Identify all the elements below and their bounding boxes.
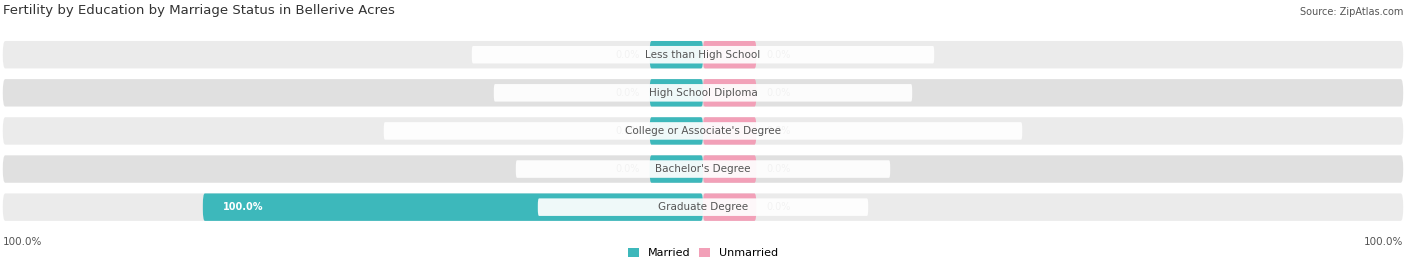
Text: 0.0%: 0.0% [766,88,790,98]
Text: 0.0%: 0.0% [766,126,790,136]
Text: 0.0%: 0.0% [616,88,640,98]
Text: 0.0%: 0.0% [766,50,790,60]
Legend: Married, Unmarried: Married, Unmarried [623,243,783,263]
Text: 0.0%: 0.0% [616,126,640,136]
Text: Bachelor's Degree: Bachelor's Degree [655,164,751,174]
FancyBboxPatch shape [472,46,934,63]
Text: 0.0%: 0.0% [616,50,640,60]
FancyBboxPatch shape [384,122,1022,140]
FancyBboxPatch shape [3,117,1403,145]
FancyBboxPatch shape [703,117,756,145]
FancyBboxPatch shape [538,199,868,216]
FancyBboxPatch shape [3,79,1403,107]
FancyBboxPatch shape [3,155,1403,183]
Text: Fertility by Education by Marriage Status in Bellerive Acres: Fertility by Education by Marriage Statu… [3,4,395,17]
FancyBboxPatch shape [703,79,756,107]
Text: Less than High School: Less than High School [645,50,761,60]
Text: College or Associate's Degree: College or Associate's Degree [626,126,780,136]
FancyBboxPatch shape [3,193,1403,221]
FancyBboxPatch shape [703,193,756,221]
FancyBboxPatch shape [703,41,756,68]
Text: 0.0%: 0.0% [766,202,790,212]
Text: 0.0%: 0.0% [616,164,640,174]
FancyBboxPatch shape [703,155,756,183]
FancyBboxPatch shape [650,155,703,183]
FancyBboxPatch shape [650,79,703,107]
FancyBboxPatch shape [516,160,890,178]
Text: 100.0%: 100.0% [1364,237,1403,247]
FancyBboxPatch shape [202,193,703,221]
FancyBboxPatch shape [650,41,703,68]
Text: Source: ZipAtlas.com: Source: ZipAtlas.com [1301,7,1403,17]
Text: 100.0%: 100.0% [222,202,263,212]
FancyBboxPatch shape [494,84,912,102]
Text: High School Diploma: High School Diploma [648,88,758,98]
Text: Graduate Degree: Graduate Degree [658,202,748,212]
FancyBboxPatch shape [3,41,1403,68]
Text: 100.0%: 100.0% [3,237,42,247]
Text: 0.0%: 0.0% [766,164,790,174]
FancyBboxPatch shape [650,117,703,145]
